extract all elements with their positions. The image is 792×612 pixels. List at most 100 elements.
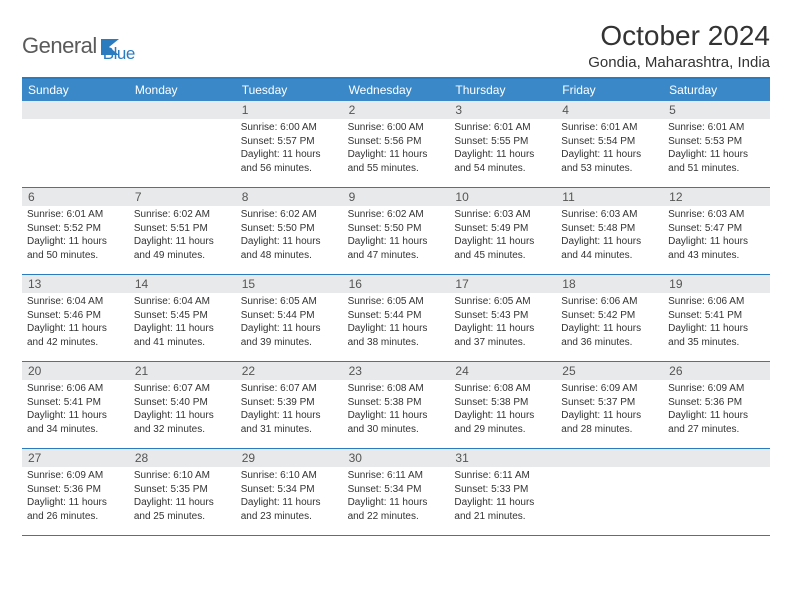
sunrise-text: Sunrise: 6:04 AM — [134, 295, 231, 309]
daylight-line2: and 55 minutes. — [348, 162, 445, 176]
daylight-line2: and 56 minutes. — [241, 162, 338, 176]
sunrise-text: Sunrise: 6:08 AM — [348, 382, 445, 396]
day-number-row: 7 — [129, 188, 236, 206]
daylight-line2: and 35 minutes. — [668, 336, 765, 350]
day-number-row: 27 — [22, 449, 129, 467]
day-number: 15 — [236, 275, 343, 293]
sunrise-text: Sunrise: 6:09 AM — [27, 469, 124, 483]
day-number: 6 — [22, 188, 129, 206]
sunset-text: Sunset: 5:39 PM — [241, 396, 338, 410]
sunset-text: Sunset: 5:49 PM — [454, 222, 551, 236]
sunrise-text: Sunrise: 6:03 AM — [668, 208, 765, 222]
cell-body: Sunrise: 6:03 AMSunset: 5:48 PMDaylight:… — [556, 206, 663, 267]
daylight-line2: and 37 minutes. — [454, 336, 551, 350]
logo-text-1: General — [22, 33, 97, 59]
day-number: 13 — [22, 275, 129, 293]
cell-body: Sunrise: 6:11 AMSunset: 5:33 PMDaylight:… — [449, 467, 556, 528]
day-number: 12 — [663, 188, 770, 206]
sunset-text: Sunset: 5:52 PM — [27, 222, 124, 236]
calendar-cell: 14Sunrise: 6:04 AMSunset: 5:45 PMDayligh… — [129, 275, 236, 361]
weeks-container: 1 Sunrise: 6:00 AM Sunset: 5:57 PM Daylight… — [22, 101, 770, 536]
calendar-cell: 30Sunrise: 6:11 AMSunset: 5:34 PMDayligh… — [343, 449, 450, 535]
sunrise-text: Sunrise: 6:03 AM — [454, 208, 551, 222]
day-number: 31 — [449, 449, 556, 467]
day-header-friday: Friday — [556, 79, 663, 101]
calendar-cell: 31Sunrise: 6:11 AMSunset: 5:33 PMDayligh… — [449, 449, 556, 535]
day-number-row — [556, 449, 663, 467]
day-number: 1 — [236, 101, 343, 119]
day-number — [22, 101, 129, 119]
daylight-line1: Daylight: 11 hours — [561, 235, 658, 249]
calendar-cell: 11Sunrise: 6:03 AMSunset: 5:48 PMDayligh… — [556, 188, 663, 274]
day-number-row: 17 — [449, 275, 556, 293]
cell-body: Sunrise: 6:00 AMSunset: 5:56 PMDaylight:… — [343, 119, 450, 180]
sunrise-text: Sunrise: 6:04 AM — [27, 295, 124, 309]
sunrise-text: Sunrise: 6:01 AM — [668, 121, 765, 135]
calendar-cell: 12Sunrise: 6:03 AMSunset: 5:47 PMDayligh… — [663, 188, 770, 274]
sunset-text: Sunset: 5:41 PM — [668, 309, 765, 323]
header-right: October 2024 Gondia, Maharashtra, India — [588, 20, 770, 71]
calendar-cell: 6Sunrise: 6:01 AMSunset: 5:52 PMDaylight… — [22, 188, 129, 274]
daylight-line1: Daylight: 11 hours — [241, 322, 338, 336]
daylight-line2: and 22 minutes. — [348, 510, 445, 524]
cell-body: Sunrise: 6:05 AMSunset: 5:43 PMDaylight:… — [449, 293, 556, 354]
cell-body — [129, 119, 236, 126]
day-header-tuesday: Tuesday — [236, 79, 343, 101]
day-number-row: 19 — [663, 275, 770, 293]
daylight-line1: Daylight: 11 hours — [348, 409, 445, 423]
daylight-line1: Daylight: 11 hours — [454, 409, 551, 423]
daylight-line1: Daylight: 11 hours — [561, 148, 658, 162]
daylight-line2: and 29 minutes. — [454, 423, 551, 437]
day-number-row: 15 — [236, 275, 343, 293]
week-row: 6Sunrise: 6:01 AMSunset: 5:52 PMDaylight… — [22, 188, 770, 275]
calendar-cell: 21Sunrise: 6:07 AMSunset: 5:40 PMDayligh… — [129, 362, 236, 448]
day-number-row: 24 — [449, 362, 556, 380]
daylight-line1: Daylight: 11 hours — [668, 148, 765, 162]
daylight-line2: and 49 minutes. — [134, 249, 231, 263]
sunrise-text: Sunrise: 6:01 AM — [561, 121, 658, 135]
week-row: 27Sunrise: 6:09 AMSunset: 5:36 PMDayligh… — [22, 449, 770, 536]
calendar-cell — [556, 449, 663, 535]
cell-body: Sunrise: 6:04 AMSunset: 5:46 PMDaylight:… — [22, 293, 129, 354]
sunrise-text: Sunrise: 6:00 AM — [348, 121, 445, 135]
daylight-line2: and 48 minutes. — [241, 249, 338, 263]
daylight-line2: and 44 minutes. — [561, 249, 658, 263]
day-number-row: 8 — [236, 188, 343, 206]
sunrise-text: Sunrise: 6:09 AM — [561, 382, 658, 396]
sunset-text: Sunset: 5:34 PM — [348, 483, 445, 497]
day-number: 19 — [663, 275, 770, 293]
day-header-saturday: Saturday — [663, 79, 770, 101]
cell-body: Sunrise: 6:08 AMSunset: 5:38 PMDaylight:… — [449, 380, 556, 441]
day-number: 10 — [449, 188, 556, 206]
sunset-text: Sunset: 5:54 PM — [561, 135, 658, 149]
day-number-row: 30 — [343, 449, 450, 467]
daylight-line1: Daylight: 11 hours — [668, 409, 765, 423]
daylight-line2: and 50 minutes. — [27, 249, 124, 263]
sunrise-text: Sunrise: 6:07 AM — [241, 382, 338, 396]
cell-body: Sunrise: 6:09 AMSunset: 5:37 PMDaylight:… — [556, 380, 663, 441]
daylight-line1: Daylight: 11 hours — [348, 148, 445, 162]
calendar-cell: 19Sunrise: 6:06 AMSunset: 5:41 PMDayligh… — [663, 275, 770, 361]
day-number-row: 5 — [663, 101, 770, 119]
day-number: 5 — [663, 101, 770, 119]
day-number: 11 — [556, 188, 663, 206]
day-number-row: 29 — [236, 449, 343, 467]
week-row: 13Sunrise: 6:04 AMSunset: 5:46 PMDayligh… — [22, 275, 770, 362]
sunset-text: Sunset: 5:57 PM — [241, 135, 338, 149]
week-row: 1 Sunrise: 6:00 AM Sunset: 5:57 PM Daylight… — [22, 101, 770, 188]
calendar-cell: 7Sunrise: 6:02 AMSunset: 5:51 PMDaylight… — [129, 188, 236, 274]
calendar-cell: 9Sunrise: 6:02 AMSunset: 5:50 PMDaylight… — [343, 188, 450, 274]
day-number-row: 28 — [129, 449, 236, 467]
sunset-text: Sunset: 5:45 PM — [134, 309, 231, 323]
calendar-cell: 1Sunrise: 6:00 AMSunset: 5:57 PMDaylight… — [236, 101, 343, 187]
day-number: 8 — [236, 188, 343, 206]
daylight-line1: Daylight: 11 hours — [241, 235, 338, 249]
day-number-row: 2 — [343, 101, 450, 119]
calendar-cell: 16Sunrise: 6:05 AMSunset: 5:44 PMDayligh… — [343, 275, 450, 361]
daylight-line2: and 31 minutes. — [241, 423, 338, 437]
daylight-line2: and 51 minutes. — [668, 162, 765, 176]
sunset-text: Sunset: 5:50 PM — [348, 222, 445, 236]
cell-body — [22, 119, 129, 126]
day-number-row: 10 — [449, 188, 556, 206]
day-number: 25 — [556, 362, 663, 380]
